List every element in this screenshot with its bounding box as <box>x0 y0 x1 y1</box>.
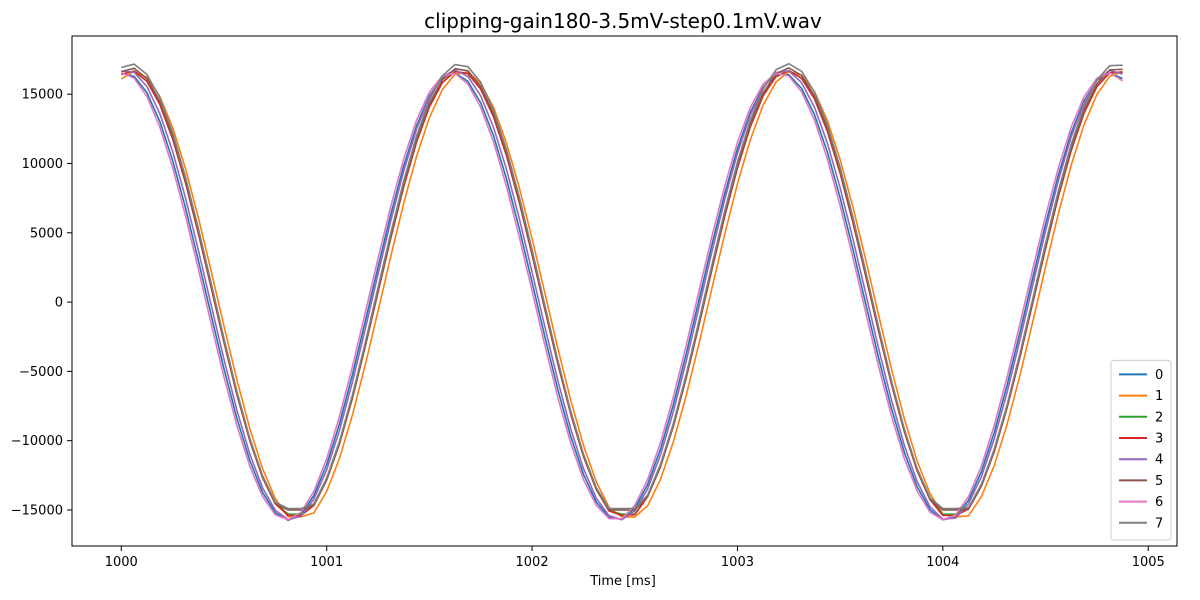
x-tick-label: 1000 <box>105 555 138 570</box>
y-tick-label: −5000 <box>19 365 63 380</box>
legend: 0 1 2 3 4 5 6 7 <box>1110 359 1172 541</box>
series-layer <box>120 62 1123 522</box>
plot-area <box>72 36 1177 546</box>
x-tick-label: 1002 <box>516 555 549 570</box>
y-tick-label: 0 <box>55 296 63 311</box>
legend-label: 5 <box>1155 474 1163 489</box>
series-line-7 <box>121 62 1123 510</box>
legend-frame <box>1110 359 1172 541</box>
y-tick-label: −15000 <box>11 503 63 518</box>
y-tick-label: 5000 <box>30 226 63 241</box>
legend-label: 7 <box>1155 516 1163 531</box>
x-tick-label: 1003 <box>721 555 754 570</box>
legend-label: 3 <box>1155 432 1163 447</box>
x-axis: 1000 1001 1002 1003 1004 1005 <box>105 546 1165 570</box>
x-tick-label: 1004 <box>926 555 959 570</box>
y-tick-label: 10000 <box>22 157 63 172</box>
y-axis: −15000 −10000 −5000 0 5000 10000 15000 <box>11 88 72 518</box>
legend-label: 0 <box>1155 368 1163 383</box>
legend-label: 6 <box>1155 495 1163 510</box>
x-axis-label: Time [ms] <box>589 574 656 589</box>
legend-label: 4 <box>1155 453 1163 468</box>
chart-title: clipping-gain180-3.5mV-step0.1mV.wav <box>424 9 822 33</box>
x-tick-label: 1005 <box>1132 555 1165 570</box>
series-line-6 <box>120 71 1123 521</box>
y-tick-label: −10000 <box>11 434 63 449</box>
x-tick-label: 1001 <box>310 555 343 570</box>
legend-label: 2 <box>1155 410 1163 425</box>
y-tick-label: 15000 <box>22 88 63 103</box>
legend-label: 1 <box>1155 389 1163 404</box>
series-line-5 <box>121 67 1123 511</box>
plot-frame <box>71 35 1178 547</box>
